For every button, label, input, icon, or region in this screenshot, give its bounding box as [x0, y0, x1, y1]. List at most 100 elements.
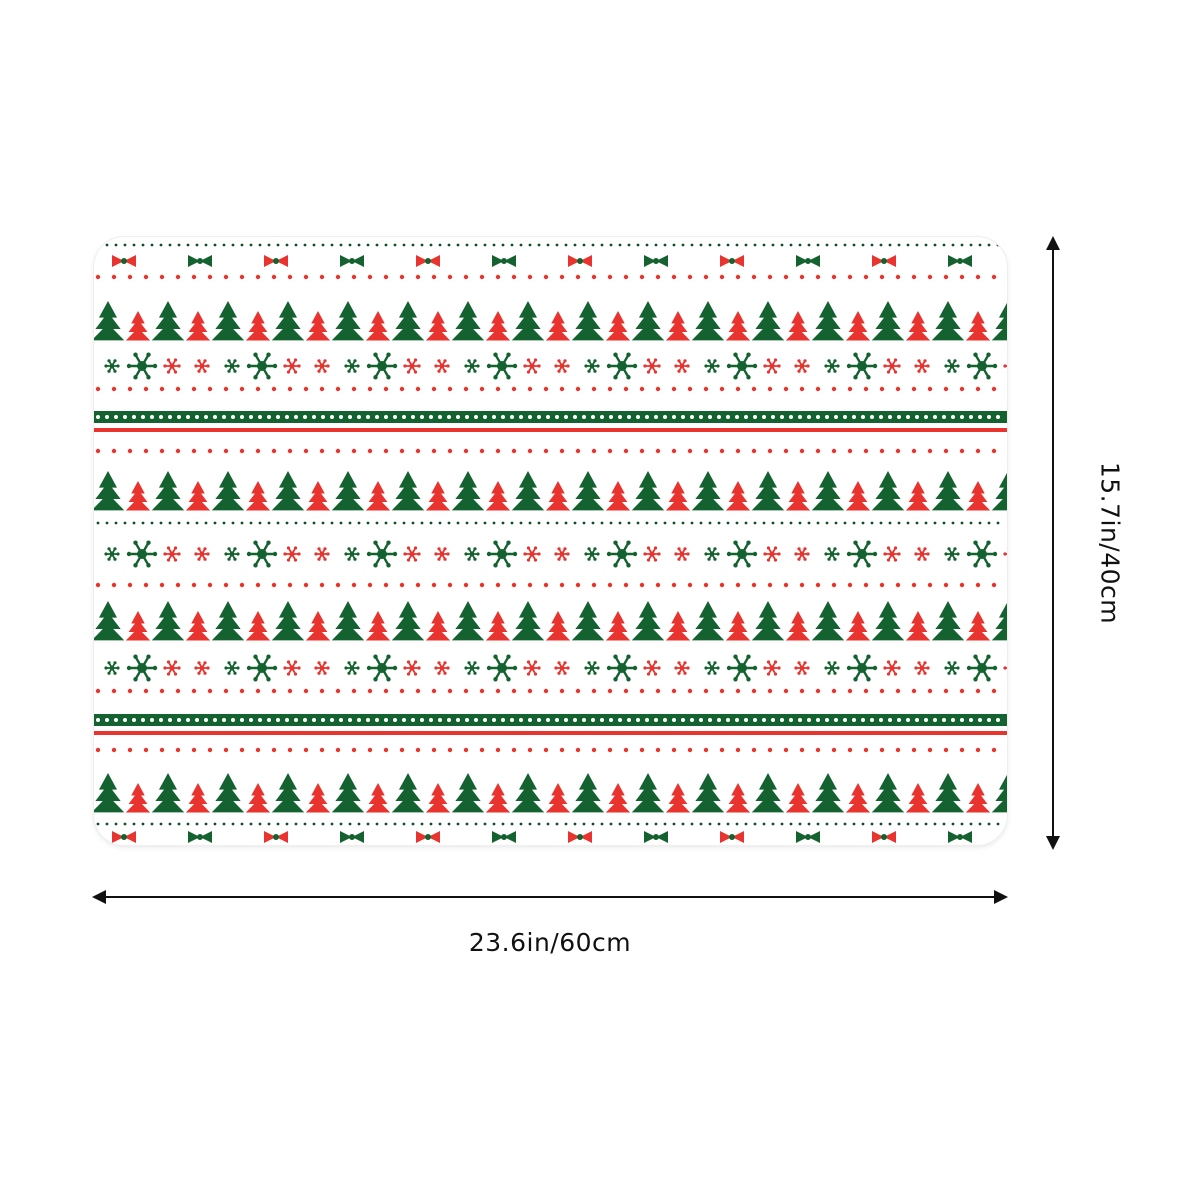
tree-icon [545, 783, 571, 813]
bow-icon [568, 255, 592, 267]
red-dot-row [95, 582, 997, 588]
tree-icon [905, 611, 931, 641]
snowflake-icon [246, 540, 278, 568]
tree-icon [365, 311, 391, 341]
tree-icon [245, 783, 271, 813]
tree-icon [451, 471, 485, 511]
red-dot-row [95, 448, 997, 454]
bow-icon [948, 831, 972, 843]
snowflake-icon [944, 359, 960, 373]
snowflake-icon [883, 546, 901, 562]
snowflake-icon [344, 359, 360, 373]
bow-icon [416, 255, 440, 267]
tree-icon [511, 301, 545, 341]
tree-icon [991, 472, 1007, 511]
bow-icon [112, 831, 136, 843]
tree-icon [271, 471, 305, 511]
bow-icon [340, 831, 364, 843]
snowflake-icon [966, 352, 998, 380]
tree-icon [94, 773, 125, 813]
snowflake-icon [366, 352, 398, 380]
tree-icon [725, 783, 751, 813]
tree-icon [391, 773, 425, 813]
snowflake-icon [883, 660, 901, 676]
tree-icon [365, 783, 391, 813]
snowflake-icon [763, 546, 781, 562]
tree-icon [691, 471, 725, 511]
snowflake-icon [1003, 547, 1007, 561]
dot-row [96, 822, 1000, 826]
snowflake-icon [246, 352, 278, 380]
snowflake-icon [763, 358, 781, 374]
red-dot-row [95, 747, 997, 753]
christmas-mat [94, 237, 1007, 845]
red-dot-row [95, 274, 997, 280]
tree-icon [691, 301, 725, 341]
tree-icon [451, 601, 485, 641]
bow-icon [872, 831, 896, 843]
snowflake-icon [314, 547, 330, 561]
snowflake-icon [606, 540, 638, 568]
snowflake-icon [224, 359, 240, 373]
bow-icon [340, 255, 364, 267]
red-stripe [94, 731, 1007, 735]
tree-icon [631, 773, 665, 813]
tree-icon [185, 311, 211, 341]
tree-icon [151, 471, 185, 511]
tree-icon [965, 611, 991, 641]
snowflake-icon [606, 654, 638, 682]
tree-icon [785, 481, 811, 511]
tree-icon [305, 611, 331, 641]
tree-icon [845, 611, 871, 641]
snowflake-icon [643, 546, 661, 562]
tree-icon [94, 601, 125, 641]
snowflake-icon [554, 359, 570, 373]
snowflake-icon [434, 547, 450, 561]
snowflake-icon [486, 352, 518, 380]
tree-icon [245, 611, 271, 641]
width-arrow-icon [92, 890, 1008, 904]
red-dot-row [95, 688, 997, 694]
snowflake-icon [704, 547, 720, 561]
snowflake-icon [283, 358, 301, 374]
tree-icon [211, 471, 245, 511]
tree-icon [485, 481, 511, 511]
snowflake-icon [846, 540, 878, 568]
tree-icon [751, 773, 785, 813]
tree-icon [245, 311, 271, 341]
tree-icon [94, 301, 125, 341]
tree-icon [751, 601, 785, 641]
tree-icon [271, 601, 305, 641]
tree-icon [185, 611, 211, 641]
snowflake-icon [584, 661, 600, 675]
red-stripe [94, 428, 1007, 432]
tree-icon [305, 783, 331, 813]
snowflake-icon [704, 359, 720, 373]
snowflake-icon [224, 547, 240, 561]
height-arrow-icon [1046, 236, 1060, 850]
snowflake-icon [163, 546, 181, 562]
tree-icon [931, 773, 965, 813]
snowflake-icon [584, 359, 600, 373]
tree-icon [545, 481, 571, 511]
bow-icon [796, 255, 820, 267]
tree-icon [605, 481, 631, 511]
snowflake-icon [283, 660, 301, 676]
top-dot-row [96, 243, 1000, 247]
snowflake-icon [283, 546, 301, 562]
snowflake-icon [403, 660, 421, 676]
snowflake-icon [643, 358, 661, 374]
snowflake-icon [126, 654, 158, 682]
tree-icon [125, 611, 151, 641]
mat-pattern [94, 243, 1007, 843]
bow-icon [872, 255, 896, 267]
tree-icon [365, 611, 391, 641]
tree-icon [811, 773, 845, 813]
tree-icon [305, 481, 331, 511]
tree-icon [211, 601, 245, 641]
green-stripe [94, 411, 1007, 423]
snowflake-icon [584, 547, 600, 561]
snowflake-icon [163, 358, 181, 374]
tree-icon [331, 773, 365, 813]
tree-icon [571, 773, 605, 813]
